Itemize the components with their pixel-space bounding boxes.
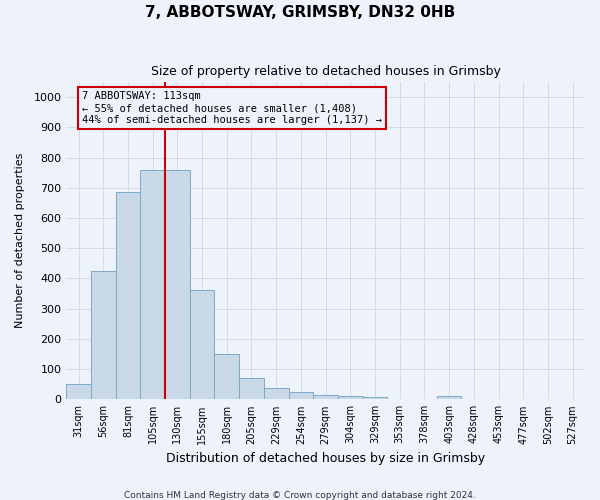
Bar (437, 396, 461, 400)
Title: Size of property relative to detached houses in Grimsby: Size of property relative to detached ho… (151, 65, 500, 78)
Bar (214, 354, 239, 400)
Text: 7 ABBOTSWAY: 113sqm
← 55% of detached houses are smaller (1,408)
44% of semi-det: 7 ABBOTSWAY: 113sqm ← 55% of detached ho… (82, 92, 382, 124)
Bar (362, 397, 388, 400)
Y-axis label: Number of detached properties: Number of detached properties (15, 153, 25, 328)
Bar (264, 388, 289, 400)
Bar (289, 392, 313, 400)
Bar (165, 170, 190, 400)
Bar (338, 396, 362, 400)
Bar (91, 271, 116, 400)
Bar (239, 378, 264, 400)
Text: Contains HM Land Registry data © Crown copyright and database right 2024.: Contains HM Land Registry data © Crown c… (124, 490, 476, 500)
X-axis label: Distribution of detached houses by size in Grimsby: Distribution of detached houses by size … (166, 452, 485, 465)
Text: 7, ABBOTSWAY, GRIMSBY, DN32 0HB: 7, ABBOTSWAY, GRIMSBY, DN32 0HB (145, 5, 455, 20)
Bar (140, 170, 165, 400)
Bar (190, 290, 214, 400)
Bar (66, 384, 91, 400)
Bar (116, 192, 140, 400)
Bar (313, 395, 338, 400)
